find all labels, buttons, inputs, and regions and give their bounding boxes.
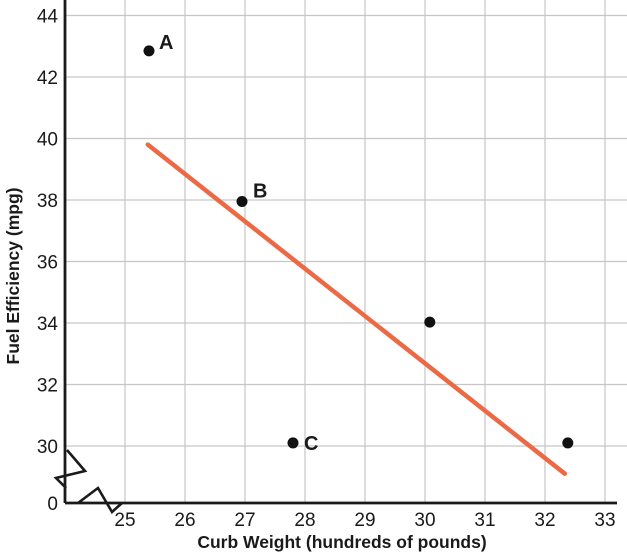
- y-tick-label: 44: [37, 7, 59, 28]
- y-tick-label: 32: [37, 376, 58, 397]
- x-tick-label: 25: [114, 510, 135, 531]
- trend-line: [145, 142, 568, 476]
- y-tick-label: 40: [37, 130, 58, 151]
- y-axis-title: Fuel Efficiency (mpg): [3, 188, 23, 365]
- x-axis-title: Curb Weight (hundreds of pounds): [197, 532, 486, 552]
- x-tick-label: 30: [414, 510, 435, 531]
- x-tick-label: 32: [534, 510, 555, 531]
- point-label: C: [304, 433, 318, 455]
- x-tick-label: 31: [474, 510, 495, 531]
- y-origin-label: 0: [47, 494, 58, 515]
- tick-labels: 25 26 27 28 29 30 31 32 33 30 32 34 36 38 40 42 44 0: [37, 7, 616, 532]
- y-tick-label: 38: [37, 191, 58, 212]
- data-points: A B C: [143, 32, 574, 455]
- y-tick-label: 34: [37, 314, 59, 335]
- gridlines: [65, 0, 627, 503]
- x-tick-label: 33: [594, 510, 615, 531]
- point-label: B: [253, 181, 267, 203]
- x-tick-label: 29: [354, 510, 375, 531]
- x-tick-label: 28: [294, 510, 315, 531]
- y-tick-label: 30: [37, 437, 58, 458]
- data-point: [143, 45, 155, 57]
- data-point: [287, 437, 299, 449]
- data-point: [424, 316, 436, 328]
- y-axis-break-icon: [53, 449, 88, 489]
- data-point: [562, 437, 574, 449]
- x-tick-label: 26: [174, 510, 195, 531]
- y-tick-label: 42: [37, 68, 58, 89]
- x-tick-label: 27: [234, 510, 255, 531]
- point-label: A: [159, 32, 173, 54]
- x-axis-break-icon: [77, 486, 123, 515]
- data-point: [236, 196, 248, 208]
- y-tick-label: 36: [37, 253, 58, 274]
